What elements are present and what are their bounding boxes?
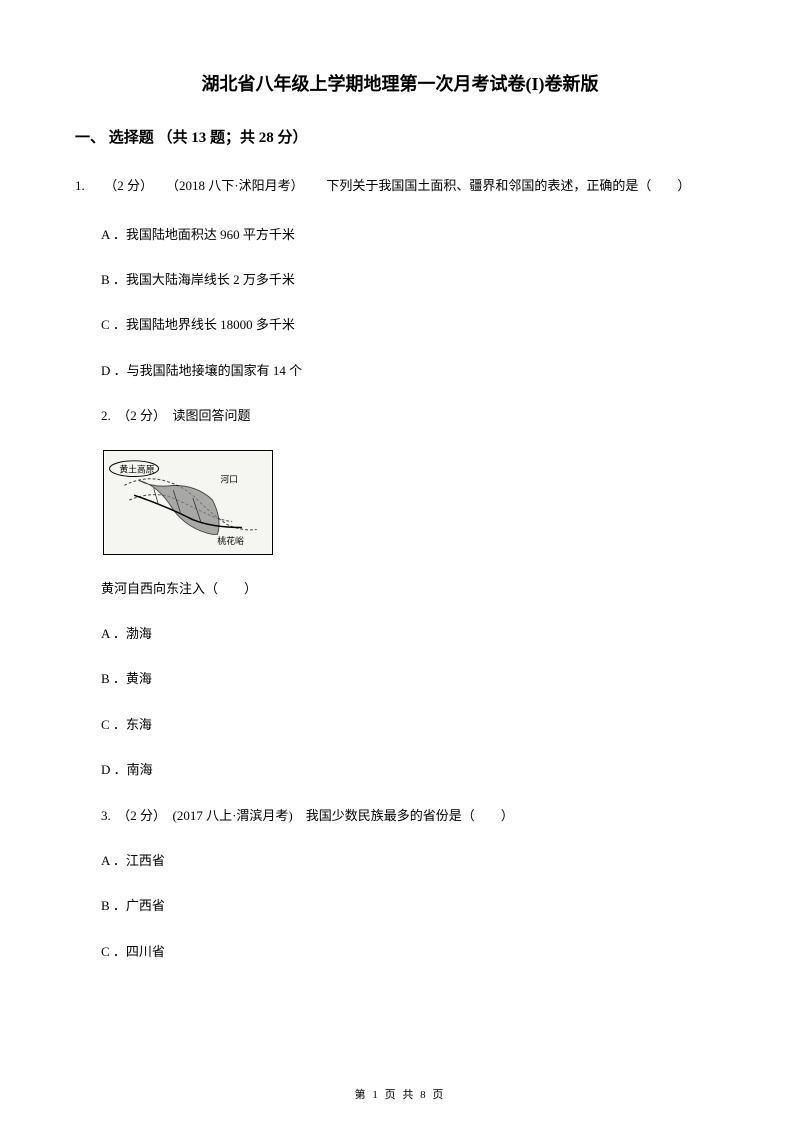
- map-label-right: 河口: [220, 473, 238, 484]
- section-header: 一、 选择题 （共 13 题；共 28 分）: [75, 126, 725, 147]
- question-1-option-d: D ．与我国陆地接壤的国家有 14 个: [75, 359, 725, 382]
- map-image: 黄土高原 河口 桃花峪: [103, 450, 273, 555]
- map-label-top: 黄土高原: [119, 463, 154, 474]
- question-2-option-d: D ．南海: [75, 758, 725, 781]
- page-footer: 第 1 页 共 8 页: [0, 1086, 800, 1102]
- question-2-option-a: A ．渤海: [75, 622, 725, 645]
- question-1-text: 1. （2 分） （2018 八下·沭阳月考） 下列关于我国国土面积、疆界和邻国…: [75, 178, 690, 193]
- question-1-option-c: C ．我国陆地界线长 18000 多千米: [75, 313, 725, 336]
- question-2-option-c: C ．东海: [75, 713, 725, 736]
- question-3-intro: 3. （2 分） (2017 八上·渭滨月考) 我国少数民族最多的省份是（ ）: [75, 804, 725, 827]
- map-label-bottom: 桃花峪: [217, 535, 244, 546]
- question-1-option-a: A ．我国陆地面积达 960 平方千米: [75, 223, 725, 246]
- question-2-prompt: 黄河自西向东注入（ ）: [75, 577, 725, 600]
- question-1-intro: 1. （2 分） （2018 八下·沭阳月考） 下列关于我国国土面积、疆界和邻国…: [75, 172, 725, 201]
- question-2-option-b: B ．黄海: [75, 667, 725, 690]
- question-3-option-c: C ．四川省: [75, 940, 725, 963]
- page-title: 湖北省八年级上学期地理第一次月考试卷(I)卷新版: [75, 70, 725, 96]
- question-2-intro: 2. （2 分） 读图回答问题: [75, 404, 725, 427]
- question-3-option-a: A ．江西省: [75, 849, 725, 872]
- question-3-option-b: B ．广西省: [75, 894, 725, 917]
- yellow-river-map-svg: 黄土高原 河口 桃花峪: [104, 451, 272, 554]
- question-1-option-b: B ．我国大陆海岸线长 2 万多千米: [75, 268, 725, 291]
